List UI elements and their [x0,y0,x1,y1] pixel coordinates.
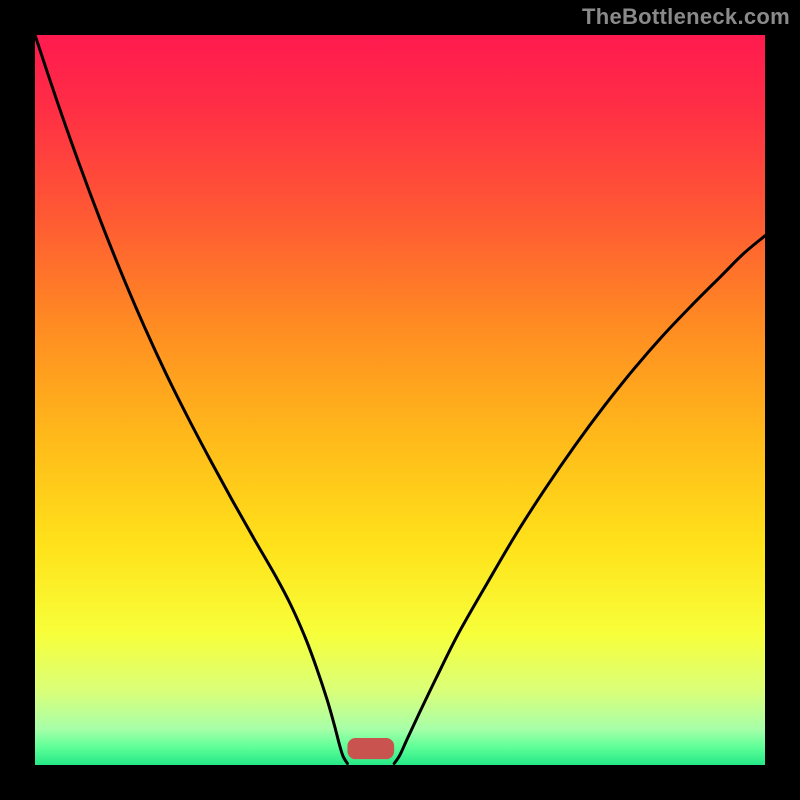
chart-container: TheBottleneck.com [0,0,800,800]
watermark-text: TheBottleneck.com [582,4,790,30]
valley-marker [347,738,394,759]
plot-area-gradient [35,35,765,765]
bottleneck-chart [0,0,800,800]
